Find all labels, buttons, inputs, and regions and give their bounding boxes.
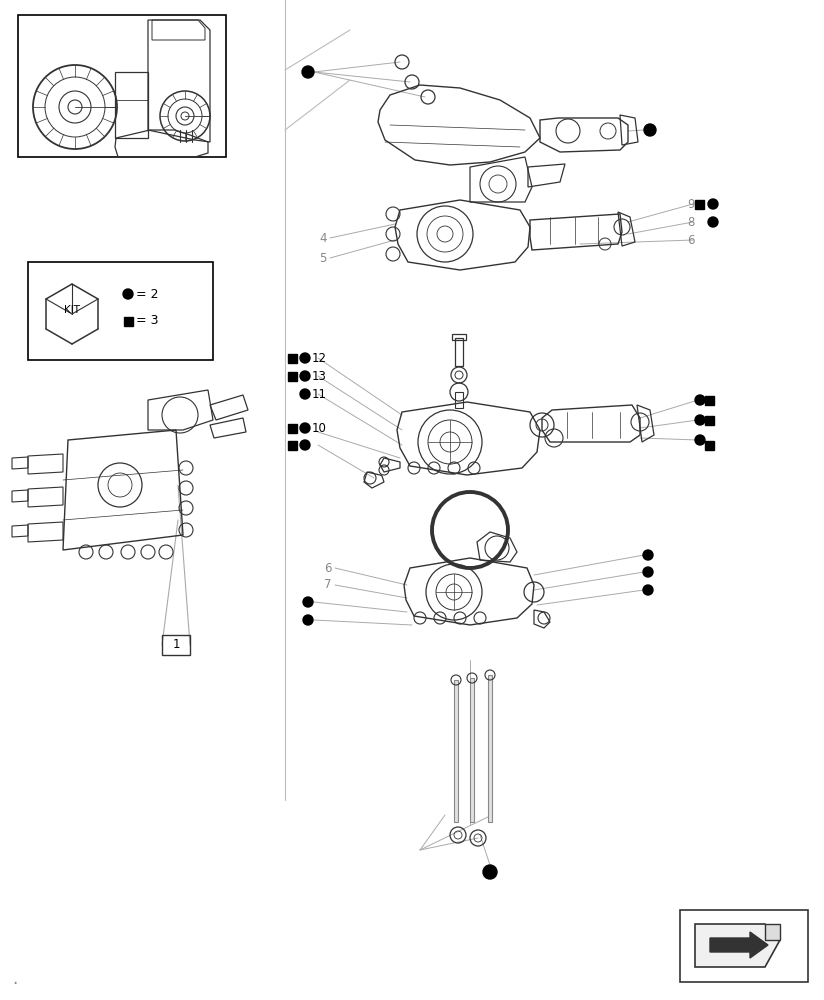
Text: 10: 10	[312, 422, 327, 434]
Bar	[455, 392, 463, 408]
Bar	[452, 334, 466, 340]
Text: = 3: = 3	[136, 314, 158, 328]
Circle shape	[695, 415, 705, 425]
Bar	[124, 316, 133, 326]
Text: 4: 4	[320, 232, 327, 244]
Text: 9: 9	[687, 198, 695, 211]
Bar	[288, 424, 297, 432]
Text: 6: 6	[325, 562, 332, 574]
Circle shape	[300, 423, 310, 433]
Circle shape	[708, 199, 718, 209]
Circle shape	[300, 440, 310, 450]
Bar	[705, 395, 714, 404]
Polygon shape	[765, 924, 780, 940]
Text: 6: 6	[687, 233, 695, 246]
Text: 8: 8	[687, 216, 695, 229]
Circle shape	[123, 289, 133, 299]
Circle shape	[300, 371, 310, 381]
Text: 1: 1	[172, 639, 180, 652]
Circle shape	[643, 567, 653, 577]
Circle shape	[300, 353, 310, 363]
Circle shape	[695, 395, 705, 405]
Circle shape	[644, 124, 656, 136]
Circle shape	[708, 217, 718, 227]
Circle shape	[302, 66, 314, 78]
Bar	[680, 910, 808, 982]
Bar	[28, 262, 213, 360]
Bar	[455, 338, 463, 366]
Circle shape	[643, 585, 653, 595]
Circle shape	[695, 435, 705, 445]
Bar	[162, 635, 190, 655]
Bar	[18, 15, 226, 157]
Text: 11: 11	[312, 387, 327, 400]
Bar	[488, 675, 492, 822]
Bar	[454, 680, 458, 822]
Circle shape	[303, 615, 313, 625]
Bar	[288, 440, 297, 450]
Text: 12: 12	[312, 352, 327, 364]
Circle shape	[303, 597, 313, 607]
Circle shape	[300, 389, 310, 399]
Text: 7: 7	[325, 578, 332, 591]
Bar	[705, 440, 714, 450]
Bar	[705, 416, 714, 424]
Text: KIT: KIT	[64, 305, 80, 315]
Circle shape	[643, 550, 653, 560]
Text: .: .	[12, 970, 17, 988]
Polygon shape	[710, 932, 768, 958]
Bar	[470, 678, 474, 822]
Text: 13: 13	[312, 369, 327, 382]
Text: 5: 5	[320, 251, 327, 264]
Bar	[288, 371, 297, 380]
Polygon shape	[695, 924, 780, 967]
Text: = 2: = 2	[136, 288, 158, 300]
Bar	[288, 354, 297, 362]
Circle shape	[483, 865, 497, 879]
Bar	[695, 200, 705, 209]
